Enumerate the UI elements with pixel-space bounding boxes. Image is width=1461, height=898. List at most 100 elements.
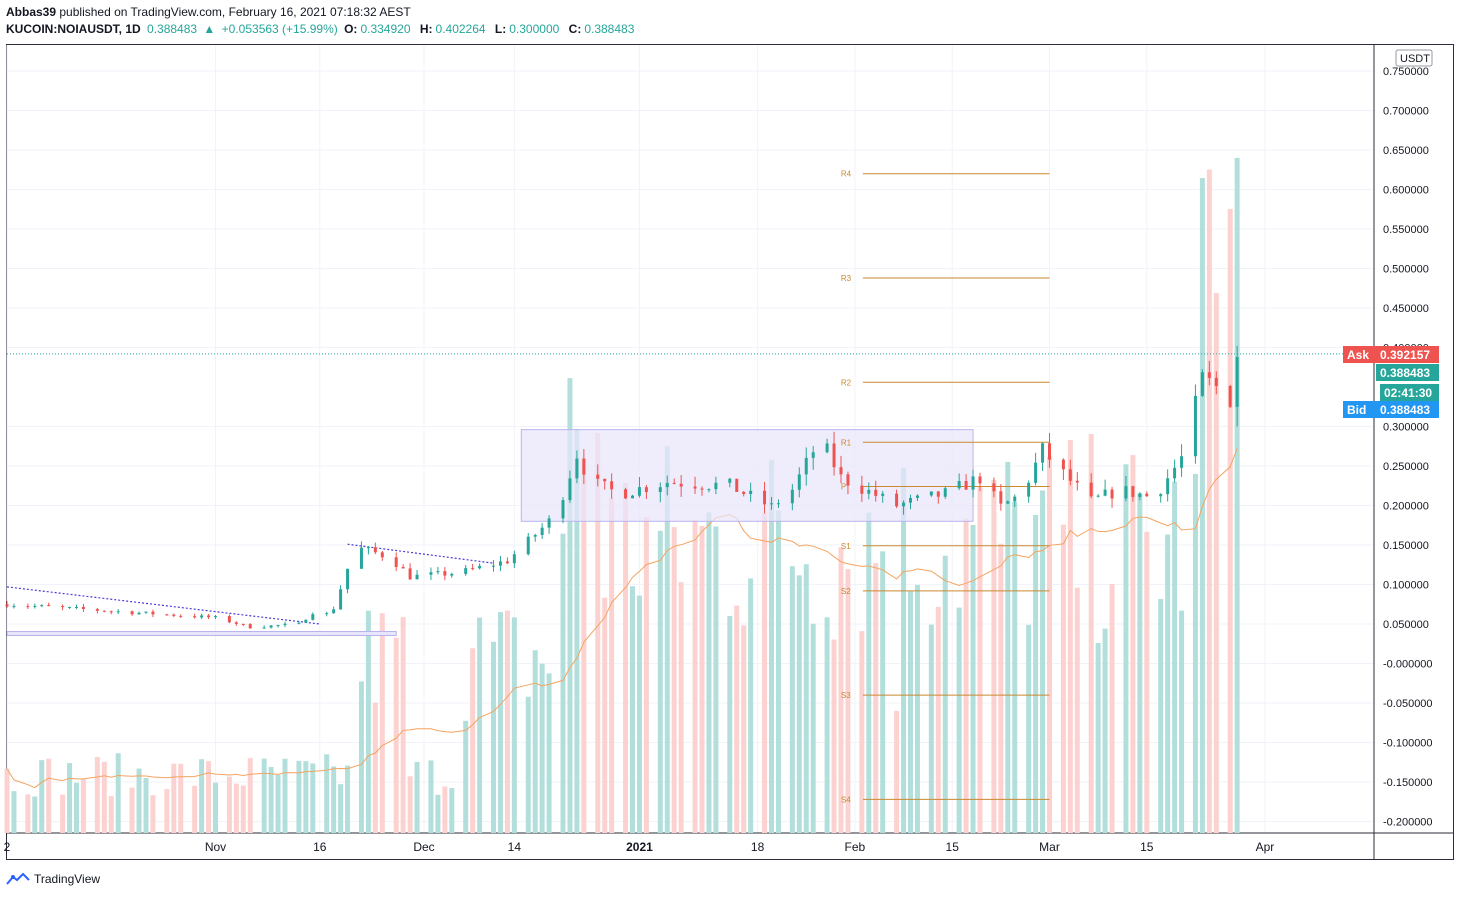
candle-body — [234, 622, 238, 624]
candle-body — [373, 547, 377, 553]
volume-bar — [692, 520, 698, 833]
volume-bar — [1012, 501, 1018, 833]
candle-body — [1131, 486, 1135, 497]
price-tick-label: 0.500000 — [1383, 264, 1429, 276]
candle-body — [415, 574, 419, 580]
candle-body — [797, 474, 801, 490]
price-tick-label: 0.150000 — [1383, 540, 1429, 552]
candle-body — [248, 624, 252, 629]
candle-body — [1166, 478, 1170, 495]
candle-body — [763, 490, 767, 505]
candle-body — [533, 535, 537, 537]
time-tick-label: 15 — [946, 840, 960, 854]
candle-body — [61, 606, 65, 608]
volume-bar — [407, 776, 413, 833]
candle-body — [735, 478, 739, 492]
candle-body — [1235, 356, 1239, 407]
volume-bar — [1234, 157, 1240, 833]
volume-bar — [963, 518, 969, 833]
low-label: L: — [494, 22, 507, 36]
volume-bar — [762, 512, 768, 833]
candle-body — [665, 482, 669, 488]
volume-bar — [581, 458, 587, 833]
candle-body — [144, 611, 148, 613]
candle-body — [75, 607, 78, 609]
candle-body — [116, 611, 120, 613]
candle-body — [610, 481, 614, 490]
price-change: +0.053563 (+15.99%) — [221, 22, 338, 36]
volume-bar — [1165, 534, 1171, 833]
publish-text: published on TradingView.com, February 1… — [59, 5, 411, 19]
high-value: 0.402264 — [435, 22, 486, 36]
pivot-label: S2 — [841, 587, 851, 596]
trendline — [347, 543, 494, 564]
pivot-label: R3 — [841, 274, 852, 283]
candle-body — [47, 605, 51, 607]
last-value: 0.388483 — [1380, 366, 1430, 380]
pivot-label: P — [841, 483, 846, 492]
candle-body — [81, 607, 85, 609]
volume-bar — [845, 569, 851, 833]
candle-body — [339, 589, 343, 610]
volume-bar — [60, 794, 66, 833]
publish-info: Abbas39 published on TradingView.com, Fe… — [6, 5, 411, 19]
candle-body — [200, 615, 204, 618]
candle-body — [540, 527, 544, 536]
candle-body — [471, 568, 475, 570]
candle-body — [102, 610, 106, 612]
volume-bar — [831, 639, 837, 833]
candle-body — [1173, 467, 1177, 479]
volume-bar — [532, 650, 538, 833]
footer-brand[interactable]: TradingView — [6, 872, 100, 886]
candle-body — [207, 615, 211, 618]
volume-bar — [623, 482, 629, 833]
volume-bar — [546, 673, 552, 833]
candle-body — [1138, 493, 1142, 497]
volume-bar — [324, 754, 330, 833]
pivot-label: R2 — [841, 378, 852, 387]
candle-body — [12, 606, 16, 608]
volume-bar — [240, 785, 246, 833]
candle-body — [637, 487, 641, 496]
volume-bar — [497, 612, 503, 833]
last-value-bg — [1376, 364, 1439, 381]
volume-ma-line — [6, 448, 1238, 789]
candle-body — [929, 491, 933, 496]
candle-body — [262, 627, 266, 629]
time-tick-label: Feb — [845, 840, 866, 854]
volume-bar — [803, 564, 809, 833]
pivot-label: R4 — [841, 170, 852, 179]
volume-bar — [1074, 587, 1080, 833]
candle-body — [1068, 469, 1072, 481]
candle-body — [742, 491, 746, 495]
time-axis[interactable]: 2 Nov 16 Dec 14 2021 18 Feb 15 Mar 15 Apr — [4, 840, 1275, 854]
price-tick-label: 0.100000 — [1383, 580, 1429, 592]
candle-body — [547, 518, 551, 528]
volume-bar — [470, 648, 476, 833]
price-axis[interactable]: 0.750000 0.700000 0.650000 0.600000 0.550000… — [1383, 49, 1433, 829]
volume-bar — [873, 563, 879, 833]
volume-bar — [101, 761, 107, 833]
volume-bar — [1192, 473, 1198, 833]
candle-body — [1145, 493, 1149, 497]
price-tick-label: -0.100000 — [1383, 738, 1433, 750]
volume-bar — [358, 681, 364, 833]
volume-bar — [345, 765, 351, 833]
volume-bar — [602, 597, 608, 833]
volume-bar — [11, 791, 17, 833]
volume-bar — [1040, 490, 1046, 833]
volume-bar — [136, 768, 142, 833]
ohlc-legend: KUCOIN:NOIAUSDT, 1D 0.388483 ▲ +0.053563… — [6, 22, 640, 36]
volume-bar — [942, 555, 948, 833]
volume-bar — [268, 767, 274, 833]
volume-bar — [46, 758, 52, 833]
time-tick-label: 14 — [508, 840, 522, 854]
time-tick-label: Apr — [1256, 840, 1275, 854]
candle-body — [874, 489, 878, 496]
candle-body — [332, 609, 336, 614]
publisher-name[interactable]: Abbas39 — [6, 5, 57, 19]
candle-body — [95, 608, 99, 611]
price-tick-label: 0.050000 — [1383, 619, 1429, 631]
pivot-label: S3 — [841, 691, 851, 700]
